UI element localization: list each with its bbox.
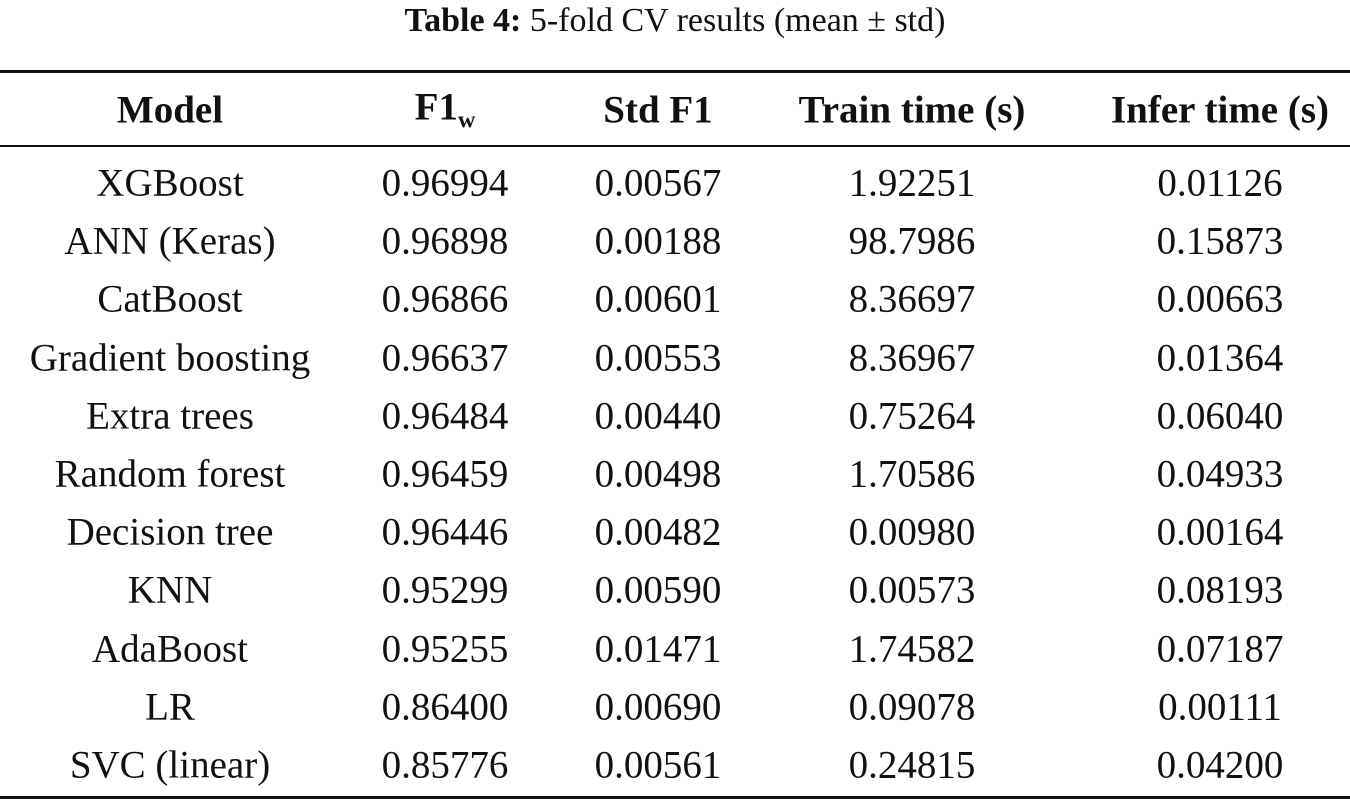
- value-cell: 0.00567: [594, 161, 722, 205]
- value-cell: 0.00590: [594, 568, 722, 612]
- value-cell: 0.75264: [848, 394, 976, 438]
- value-cell: 0.04200: [1156, 743, 1284, 787]
- header-cell: F1w: [415, 88, 476, 133]
- caption-label: Table 4:: [404, 2, 522, 39]
- model-name: SVC (linear): [69, 743, 271, 787]
- header-cell: Train time (s): [799, 91, 1026, 130]
- header-text: Train time (s): [798, 88, 1026, 132]
- value-cell: 0.96994: [381, 161, 509, 205]
- caption: Table 4: 5-fold CV results (mean ± std): [0, 2, 1350, 40]
- header-text: Std F1: [603, 88, 713, 132]
- value-cell: 0.86400: [381, 685, 509, 729]
- model-name: Gradient boosting: [29, 336, 311, 380]
- value-cell: 0.01471: [594, 627, 722, 671]
- value-cell: 0.00498: [594, 452, 722, 496]
- model-name: Decision tree: [66, 510, 274, 554]
- value-cell: 0.24815: [848, 743, 976, 787]
- value-cell: 0.00164: [1156, 510, 1284, 554]
- value-cell: 0.01126: [1157, 161, 1283, 205]
- value-cell: 98.7986: [848, 219, 976, 263]
- header-cell: Infer time (s): [1111, 91, 1329, 130]
- model-name: XGBoost: [96, 161, 244, 205]
- value-cell: 0.96484: [381, 394, 509, 438]
- value-cell: 0.96446: [381, 510, 509, 554]
- value-cell: 0.00690: [594, 685, 722, 729]
- value-cell: 0.00663: [1156, 277, 1284, 321]
- value-cell: 0.08193: [1156, 568, 1284, 612]
- header-text: F1: [414, 85, 458, 129]
- model-name: KNN: [127, 568, 213, 612]
- header-subscript: w: [457, 107, 476, 134]
- value-cell: 0.96637: [381, 336, 509, 380]
- bottom-rule: [0, 796, 1350, 799]
- value-cell: 0.00188: [594, 219, 722, 263]
- value-cell: 8.36967: [848, 336, 976, 380]
- value-cell: 0.09078: [848, 685, 976, 729]
- caption-text: 5-fold CV results (mean ± std): [529, 2, 946, 39]
- top-rule: [0, 70, 1350, 73]
- value-cell: 1.70586: [848, 452, 976, 496]
- value-cell: 0.00980: [848, 510, 976, 554]
- value-cell: 0.07187: [1156, 627, 1284, 671]
- value-cell: 0.06040: [1156, 394, 1284, 438]
- model-name: Extra trees: [86, 394, 254, 438]
- header-cell: Model: [117, 91, 223, 130]
- value-cell: 0.15873: [1156, 219, 1284, 263]
- value-cell: 0.00553: [594, 336, 722, 380]
- value-cell: 0.96866: [381, 277, 509, 321]
- value-cell: 0.04933: [1156, 452, 1284, 496]
- value-cell: 0.00561: [594, 743, 722, 787]
- model-name: AdaBoost: [92, 627, 248, 671]
- model-name: Random forest: [54, 452, 286, 496]
- value-cell: 0.95299: [381, 568, 509, 612]
- value-cell: 0.00482: [594, 510, 722, 554]
- header-text: Infer time (s): [1110, 88, 1330, 132]
- value-cell: 0.85776: [381, 743, 509, 787]
- value-cell: 0.96459: [381, 452, 509, 496]
- header-text: Model: [116, 88, 224, 132]
- mid-rule: [0, 145, 1350, 147]
- value-cell: 1.74582: [848, 627, 976, 671]
- value-cell: 0.00440: [594, 394, 722, 438]
- model-name: CatBoost: [97, 277, 243, 321]
- value-cell: 0.00111: [1158, 685, 1282, 729]
- model-name: ANN (Keras): [64, 219, 276, 263]
- model-name: LR: [145, 685, 195, 729]
- header-cell: Std F1: [603, 91, 712, 130]
- value-cell: 1.92251: [848, 161, 976, 205]
- value-cell: 0.00573: [848, 568, 976, 612]
- value-cell: 8.36697: [848, 277, 976, 321]
- value-cell: 0.00601: [594, 277, 722, 321]
- value-cell: 0.96898: [381, 219, 509, 263]
- value-cell: 0.95255: [381, 627, 509, 671]
- value-cell: 0.01364: [1156, 336, 1284, 380]
